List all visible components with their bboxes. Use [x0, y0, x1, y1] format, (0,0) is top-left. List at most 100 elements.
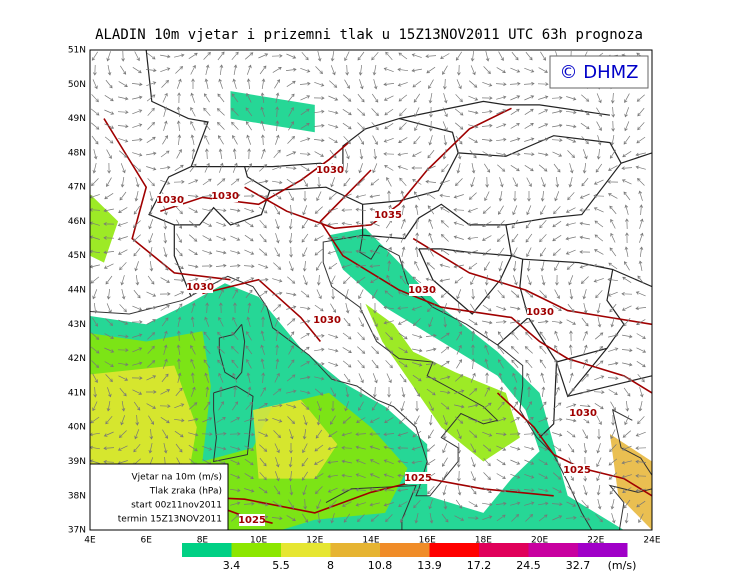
- lon-label: 6E: [140, 536, 152, 546]
- lat-label: 50N: [68, 80, 86, 90]
- colorbar-swatch: [528, 543, 578, 557]
- colorbar-label: 13.9: [417, 559, 442, 572]
- wind-shading: [253, 399, 338, 479]
- colorbar-label: 24.5: [516, 559, 541, 572]
- country-border: [145, 50, 209, 298]
- isobar-label: 1030: [569, 408, 597, 419]
- lat-label: 42N: [68, 354, 86, 364]
- lat-label: 43N: [68, 320, 86, 330]
- coastline: [218, 323, 246, 380]
- country-border: [612, 268, 652, 288]
- country-border: [458, 135, 622, 226]
- isobar-label: 1030: [313, 315, 341, 326]
- colorbar-unit: (m/s): [608, 559, 637, 572]
- isobar: [412, 237, 652, 326]
- isobar-label-bg: [314, 314, 340, 326]
- country-border: [418, 248, 513, 315]
- isobar-label: 1030: [408, 285, 436, 296]
- isobar-label-bg: [317, 164, 343, 176]
- lat-label: 40N: [68, 423, 86, 433]
- legend-box: [89, 463, 229, 531]
- isobar-label: 1030: [211, 191, 239, 202]
- isobar-label-bg: [564, 464, 590, 476]
- lat-label: 41N: [68, 388, 86, 398]
- lon-label: 22E: [587, 536, 604, 546]
- colorbar-label: 5.5: [272, 559, 290, 572]
- coastline: [325, 484, 417, 530]
- isobar-label: 1030: [156, 195, 184, 206]
- lat-label: 47N: [68, 183, 86, 193]
- isobar-label-bg: [375, 209, 401, 221]
- lat-label: 37N: [68, 526, 86, 536]
- isobar-label: 1025: [238, 515, 266, 526]
- isobar-label: 1035: [374, 210, 402, 221]
- colorbar-swatch: [281, 543, 331, 557]
- colorbar-label: 32.7: [566, 559, 591, 572]
- lat-label: 45N: [68, 251, 86, 261]
- lat-label: 46N: [68, 217, 86, 227]
- isobar: [319, 169, 652, 394]
- coastline: [608, 484, 652, 530]
- colorbar-swatch: [429, 543, 479, 557]
- lon-label: 10E: [250, 536, 267, 546]
- legend-line: Tlak zraka (hPa): [149, 487, 222, 497]
- coastline: [611, 409, 652, 476]
- lat-label: 51N: [68, 46, 86, 56]
- isobar-label: 1030: [526, 307, 554, 318]
- isobar-label-bg: [187, 281, 213, 293]
- isobar: [202, 278, 322, 343]
- lat-label: 39N: [68, 457, 86, 467]
- colorbar-swatch: [380, 543, 430, 557]
- colorbar-swatch: [479, 543, 529, 557]
- lat-label: 44N: [68, 286, 86, 296]
- lon-label: 4E: [84, 536, 96, 546]
- isobar-label-bg: [527, 306, 553, 318]
- map-title: ALADIN 10m vjetar i prizemni tlak u 15Z1…: [95, 27, 643, 43]
- colorbar-label: 17.2: [467, 559, 492, 572]
- coastline: [90, 234, 593, 530]
- lon-label: 20E: [531, 536, 548, 546]
- isobar-label-bg: [570, 407, 596, 419]
- isobar-label-bg: [239, 514, 265, 526]
- isobar: [160, 141, 350, 212]
- isobar-label-bg: [405, 472, 431, 484]
- wind-shading: [90, 228, 624, 530]
- country-border: [174, 166, 271, 226]
- wind-shading: [90, 365, 197, 496]
- copyright-box: [549, 55, 649, 89]
- isobar-label: 1025: [563, 465, 591, 476]
- colorbar-label: 3.4: [223, 559, 241, 572]
- colorbar-swatch: [182, 543, 232, 557]
- lon-label: 16E: [419, 536, 436, 546]
- country-border: [398, 100, 610, 120]
- lat-label: 48N: [68, 148, 86, 158]
- country-border: [539, 361, 558, 438]
- isobar-label: 1025: [404, 473, 432, 484]
- map-frame: [89, 49, 653, 531]
- isobar-label-bg: [157, 194, 183, 206]
- country-border: [620, 152, 652, 164]
- isobar-label: 1030: [316, 165, 344, 176]
- legend-line: Vjetar na 10m (m/s): [132, 473, 222, 483]
- lat-label: 49N: [68, 114, 86, 124]
- colorbar-swatch: [578, 543, 628, 557]
- colorbar-label: 8: [327, 559, 334, 572]
- country-border: [522, 258, 625, 363]
- colorbar-swatch: [231, 543, 281, 557]
- lon-label: 12E: [306, 536, 323, 546]
- isobar-label-bg: [409, 284, 435, 296]
- lon-label: 14E: [362, 536, 379, 546]
- isobar-label-bg: [212, 190, 238, 202]
- legend-line: termin 15Z13NOV2011: [118, 515, 222, 525]
- lon-label: 18E: [475, 536, 492, 546]
- coastline: [213, 385, 254, 463]
- isobar-label: 1030: [186, 282, 214, 293]
- wind-shading: [365, 303, 520, 462]
- colorbar-label: 10.8: [368, 559, 393, 572]
- legend-line: start 00z11nov2011: [131, 501, 222, 511]
- wind-shading: [90, 194, 119, 263]
- copyright: © DHMZ: [560, 62, 639, 83]
- colorbar-swatch: [330, 543, 380, 557]
- isobar: [103, 118, 231, 281]
